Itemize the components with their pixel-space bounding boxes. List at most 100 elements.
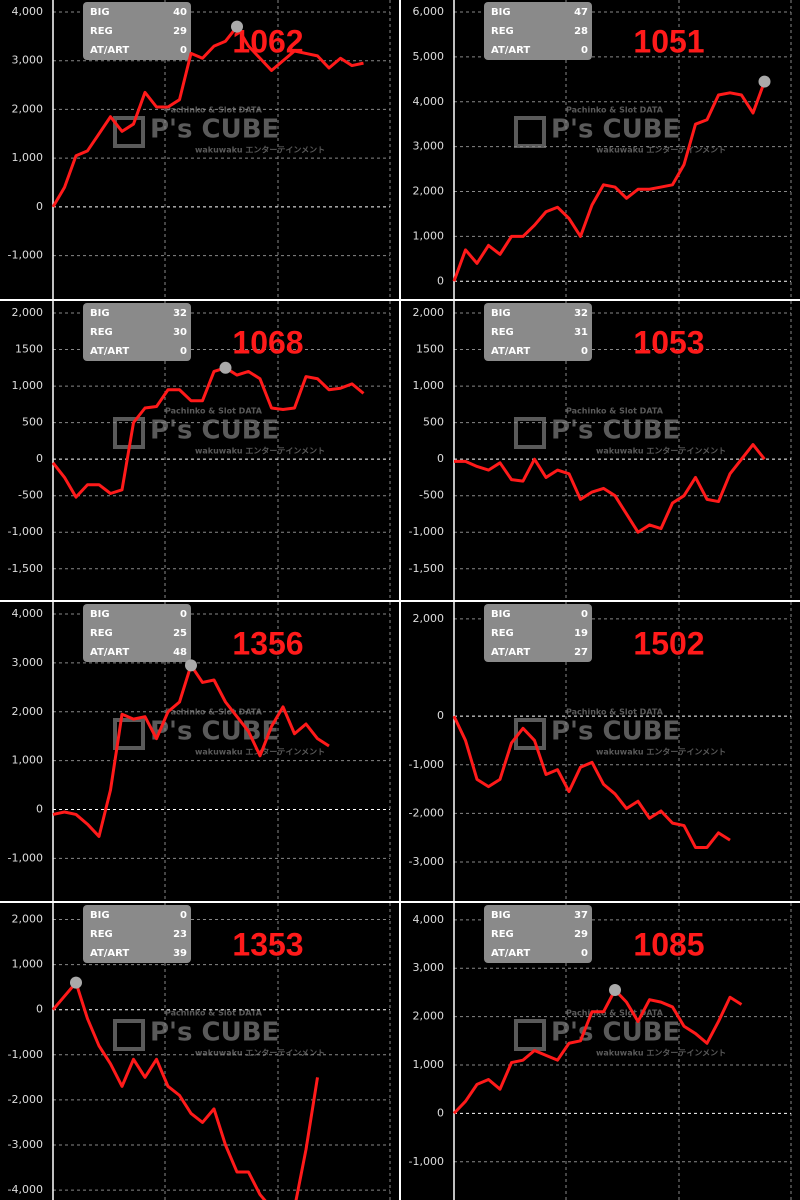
stat-label: BIG	[491, 308, 511, 319]
stat-value: 0	[180, 910, 187, 921]
y-tick-label: 1500	[15, 343, 43, 356]
series	[452, 715, 731, 849]
series	[51, 20, 364, 208]
y-tick-label: 6,000	[413, 5, 445, 18]
y-tick-label: 2,000	[12, 306, 44, 319]
stat-label: AT/ART	[491, 948, 530, 959]
stat-value: 0	[581, 346, 588, 357]
y-tick-label: 2,000	[413, 1010, 445, 1023]
stats-box	[484, 604, 592, 662]
stat-value: 0	[581, 609, 588, 620]
peak-marker	[231, 20, 243, 33]
watermark-icon	[113, 1019, 145, 1051]
stat-label: BIG	[491, 7, 511, 18]
stat-label: BIG	[491, 910, 511, 921]
y-tick-label: -1,000	[8, 1048, 43, 1061]
watermark-icon	[113, 116, 145, 148]
watermark-icon	[514, 718, 546, 750]
panel-background	[401, 301, 800, 600]
watermark-name: P's CUBE	[150, 115, 279, 145]
y-tick-label: 1,000	[413, 379, 445, 392]
y-tick-label: 2,000	[12, 705, 44, 718]
y-tick-label: -1,000	[8, 525, 43, 538]
watermark-slogan: wakuwaku エンターテインメント	[596, 446, 726, 456]
machine-number: 1068	[232, 324, 303, 360]
series	[452, 984, 743, 1115]
stat-label: AT/ART	[491, 45, 530, 56]
watermark-tagline: Pachinko & Slot DATA	[566, 708, 664, 717]
watermark-slogan: wakuwaku エンターテインメント	[596, 1048, 726, 1058]
series	[52, 659, 330, 838]
machine-number: 1085	[633, 926, 704, 962]
stat-value: 47	[574, 7, 588, 18]
stat-label: AT/ART	[90, 346, 129, 357]
watermark-slogan: wakuwaku エンターテインメント	[195, 1048, 325, 1058]
stat-value: 0	[581, 948, 588, 959]
stat-value: 39	[173, 948, 187, 959]
y-tick-label: 1500	[416, 343, 444, 356]
y-tick-label: 500	[22, 416, 43, 429]
stats-box	[83, 2, 191, 60]
panel-background	[0, 0, 399, 299]
y-tick-label: 1,000	[413, 1058, 445, 1071]
stat-value: 0	[180, 609, 187, 620]
y-tick-label: 2,000	[12, 102, 44, 115]
stats-box	[83, 905, 191, 963]
stat-label: BIG	[90, 7, 110, 18]
peak-marker	[609, 984, 621, 996]
y-tick-label: 2,000	[12, 913, 44, 926]
watermark-name: P's CUBE	[150, 1018, 279, 1048]
watermark-icon	[514, 1019, 546, 1051]
stat-label: REG	[90, 929, 113, 940]
stats-box	[484, 303, 592, 361]
data-line	[454, 443, 766, 534]
stat-value: 29	[574, 929, 588, 940]
data-line	[51, 981, 319, 1200]
y-tick-label: 3,000	[12, 656, 44, 669]
stat-label: BIG	[491, 609, 511, 620]
peak-marker	[70, 976, 82, 989]
stat-value: 32	[574, 308, 588, 319]
watermark-icon	[514, 417, 546, 449]
y-tick-label: 0	[437, 452, 444, 465]
y-tick-label: -4,000	[8, 1183, 43, 1196]
y-tick-label: -1,500	[409, 562, 444, 575]
stat-label: AT/ART	[90, 948, 129, 959]
stat-label: AT/ART	[491, 647, 530, 658]
y-tick-label: 1,000	[12, 151, 44, 164]
y-tick-label: 3,000	[413, 961, 445, 974]
watermark-tagline: Pachinko & Slot DATA	[165, 1009, 263, 1018]
y-tick-label: 3,000	[12, 54, 44, 67]
stat-value: 37	[574, 910, 588, 921]
stat-value: 48	[173, 647, 187, 658]
watermark-slogan: wakuwaku エンターテインメント	[195, 446, 325, 456]
stat-label: REG	[90, 26, 113, 37]
machine-number: 1502	[633, 625, 704, 661]
watermark-slogan: wakuwaku エンターテインメント	[596, 747, 726, 757]
y-tick-label: 4,000	[413, 913, 445, 926]
peak-marker	[758, 75, 771, 88]
y-tick-label: 1,000	[12, 958, 44, 971]
stat-value: 25	[173, 628, 187, 639]
stat-value: 31	[574, 327, 588, 338]
data-line	[51, 366, 365, 499]
series	[452, 75, 771, 282]
y-tick-label: -3,000	[409, 855, 444, 868]
panel-background	[0, 301, 399, 600]
data-line	[452, 81, 766, 282]
data-line	[452, 715, 731, 849]
stat-value: 0	[180, 346, 187, 357]
y-tick-label: 4,000	[12, 5, 44, 18]
stat-label: AT/ART	[491, 346, 530, 357]
y-tick-label: -1,000	[8, 249, 43, 262]
y-tick-label: 0	[36, 200, 43, 213]
y-tick-label: 0	[36, 803, 43, 816]
machine-number: 1051	[633, 23, 704, 59]
watermark-tagline: Pachinko & Slot DATA	[165, 708, 263, 717]
y-tick-label: -1,000	[409, 525, 444, 538]
y-tick-label: -2,000	[8, 1093, 43, 1106]
